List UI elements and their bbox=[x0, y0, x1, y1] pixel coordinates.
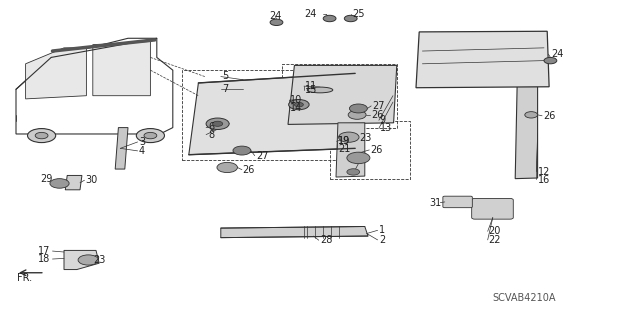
Text: 25: 25 bbox=[352, 9, 365, 19]
Circle shape bbox=[349, 104, 367, 113]
Bar bbox=[282, 64, 397, 128]
Text: 24: 24 bbox=[552, 49, 564, 59]
Text: 23: 23 bbox=[93, 255, 105, 265]
Text: 12: 12 bbox=[538, 167, 550, 177]
Bar bbox=[330, 121, 410, 179]
Text: 19: 19 bbox=[338, 136, 350, 146]
Text: 1: 1 bbox=[379, 225, 385, 235]
Circle shape bbox=[347, 152, 370, 164]
Text: 26: 26 bbox=[243, 165, 255, 175]
Polygon shape bbox=[189, 73, 355, 155]
Polygon shape bbox=[515, 86, 538, 179]
Text: 22: 22 bbox=[488, 235, 501, 245]
Text: 20: 20 bbox=[488, 226, 500, 236]
FancyBboxPatch shape bbox=[443, 196, 472, 208]
Text: FR.: FR. bbox=[17, 272, 33, 283]
Text: 14: 14 bbox=[290, 102, 302, 113]
Text: 4: 4 bbox=[139, 146, 145, 156]
Circle shape bbox=[270, 19, 283, 26]
Text: 21: 21 bbox=[338, 144, 350, 154]
Circle shape bbox=[217, 162, 237, 173]
Circle shape bbox=[233, 146, 251, 155]
Text: 9: 9 bbox=[380, 115, 386, 125]
Circle shape bbox=[144, 132, 157, 139]
Text: SCVAB4210A: SCVAB4210A bbox=[493, 293, 556, 303]
FancyBboxPatch shape bbox=[472, 198, 513, 219]
Text: 16: 16 bbox=[538, 174, 550, 185]
Polygon shape bbox=[64, 250, 99, 270]
Polygon shape bbox=[336, 123, 365, 177]
Text: 24: 24 bbox=[304, 9, 316, 19]
Circle shape bbox=[294, 102, 303, 107]
Text: 13: 13 bbox=[380, 123, 392, 133]
Text: 5: 5 bbox=[222, 71, 228, 81]
Circle shape bbox=[544, 57, 557, 64]
Circle shape bbox=[348, 110, 366, 119]
Circle shape bbox=[78, 255, 99, 265]
Text: 19: 19 bbox=[338, 136, 350, 146]
Polygon shape bbox=[93, 41, 150, 96]
Circle shape bbox=[35, 132, 48, 139]
Polygon shape bbox=[288, 65, 397, 124]
Polygon shape bbox=[221, 226, 368, 238]
Circle shape bbox=[344, 15, 357, 22]
Text: 27: 27 bbox=[372, 101, 385, 111]
Text: 28: 28 bbox=[320, 235, 332, 245]
Text: 3: 3 bbox=[139, 137, 145, 147]
Circle shape bbox=[323, 15, 336, 22]
Polygon shape bbox=[16, 38, 173, 134]
Polygon shape bbox=[65, 175, 82, 190]
Text: 31: 31 bbox=[429, 197, 442, 208]
Text: 8: 8 bbox=[208, 130, 214, 140]
Ellipse shape bbox=[307, 87, 333, 93]
Text: 24: 24 bbox=[269, 11, 281, 21]
Text: 17: 17 bbox=[38, 246, 51, 256]
Text: 2: 2 bbox=[379, 235, 385, 245]
Circle shape bbox=[339, 132, 359, 142]
Text: 6: 6 bbox=[208, 122, 214, 132]
Text: 11: 11 bbox=[305, 81, 317, 91]
Circle shape bbox=[212, 121, 223, 126]
Circle shape bbox=[28, 129, 56, 143]
Text: 10: 10 bbox=[290, 94, 302, 105]
Circle shape bbox=[347, 169, 360, 175]
Polygon shape bbox=[416, 31, 549, 88]
Text: 23: 23 bbox=[360, 133, 372, 143]
Text: 18: 18 bbox=[38, 254, 51, 264]
Circle shape bbox=[289, 100, 309, 110]
Text: 26: 26 bbox=[371, 110, 383, 120]
Circle shape bbox=[50, 179, 69, 188]
Text: 7: 7 bbox=[222, 84, 228, 94]
Text: 15: 15 bbox=[305, 85, 317, 95]
Text: 29: 29 bbox=[40, 174, 52, 184]
Text: 27: 27 bbox=[256, 151, 269, 161]
Text: 30: 30 bbox=[86, 175, 98, 185]
Polygon shape bbox=[26, 48, 86, 99]
Circle shape bbox=[206, 118, 229, 130]
Bar bbox=[182, 70, 358, 160]
Text: 26: 26 bbox=[370, 145, 382, 155]
Text: 26: 26 bbox=[543, 111, 556, 121]
Circle shape bbox=[525, 112, 538, 118]
Circle shape bbox=[136, 129, 164, 143]
Polygon shape bbox=[115, 128, 128, 169]
